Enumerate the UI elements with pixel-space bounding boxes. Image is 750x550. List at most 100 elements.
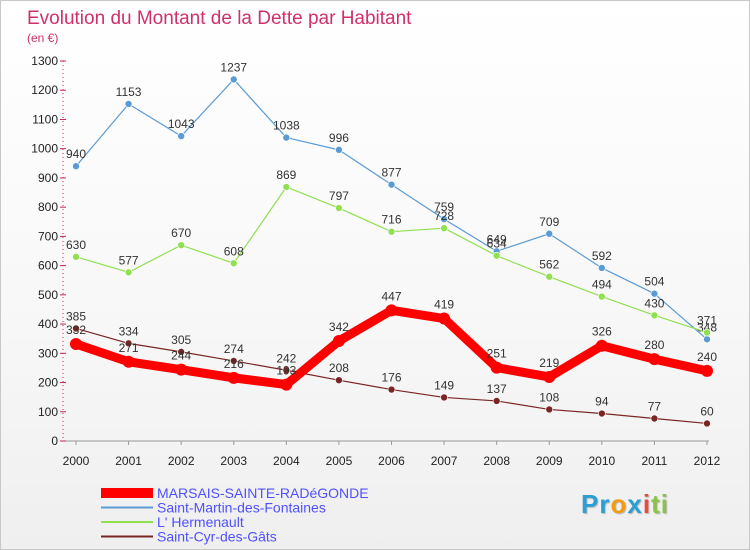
data-point bbox=[492, 251, 501, 260]
chart-title: Evolution du Montant de la Dette par Hab… bbox=[27, 8, 412, 29]
data-label: 176 bbox=[381, 371, 401, 385]
data-point bbox=[177, 241, 185, 249]
data-label: 577 bbox=[119, 253, 139, 267]
x-tick-label: 2004 bbox=[273, 454, 300, 468]
data-point bbox=[492, 397, 501, 405]
data-point bbox=[282, 133, 291, 142]
data-label: 244 bbox=[171, 349, 191, 363]
data-point bbox=[72, 324, 80, 333]
data-point bbox=[650, 289, 659, 298]
logo-letter: i bbox=[660, 489, 669, 519]
series-group: 332 271 244 216 193 342 447 419 251 219 326 280 240 bbox=[66, 289, 717, 391]
data-label: 608 bbox=[224, 244, 244, 258]
data-point bbox=[332, 335, 345, 348]
x-tick-label: 2009 bbox=[536, 454, 563, 468]
data-point bbox=[545, 272, 554, 281]
axes: 0 100 200 300 400 500 600 700 800 900 1000 1100 1200… bbox=[31, 54, 720, 468]
data-label: 108 bbox=[539, 390, 559, 404]
data-point bbox=[650, 311, 659, 320]
x-tick-label: 2007 bbox=[431, 454, 458, 468]
logo-letter: P bbox=[581, 489, 600, 519]
data-label: 1153 bbox=[116, 85, 142, 99]
legend: MARSAIS-SAINTE-RADéGONDESaint-Martin-des… bbox=[101, 485, 369, 545]
x-tick-label: 2012 bbox=[694, 454, 721, 468]
series-layer: 940 1153 1043 1237 1038 996 877 759 649 709 592 504… bbox=[66, 60, 717, 428]
data-label: 419 bbox=[434, 298, 454, 312]
data-label: 385 bbox=[66, 309, 86, 323]
data-label: 494 bbox=[592, 278, 612, 292]
data-label: 208 bbox=[329, 361, 349, 375]
series-group: 385 334 305 274 242 208 176 149 137 108 94 77 60 bbox=[66, 309, 714, 428]
x-tick-label: 2000 bbox=[63, 454, 90, 468]
data-label: 280 bbox=[644, 338, 664, 352]
data-label: 149 bbox=[434, 378, 454, 392]
data-point bbox=[177, 348, 185, 356]
legend-label: L' Hermenault bbox=[157, 514, 244, 530]
data-label: 251 bbox=[487, 347, 507, 361]
data-point bbox=[545, 405, 554, 414]
x-tick-label: 2001 bbox=[115, 454, 142, 468]
data-point bbox=[282, 366, 291, 375]
data-point bbox=[490, 361, 503, 374]
series-group: 940 1153 1043 1237 1038 996 877 759 649 709 592 504… bbox=[66, 60, 717, 344]
y-tick-label: 500 bbox=[38, 288, 58, 302]
x-tick-label: 2006 bbox=[378, 454, 405, 468]
data-label: 869 bbox=[276, 168, 296, 182]
data-point bbox=[598, 292, 606, 301]
data-label: 877 bbox=[381, 166, 401, 180]
data-label: 137 bbox=[487, 382, 507, 396]
data-point bbox=[124, 100, 133, 108]
data-point bbox=[598, 409, 606, 418]
data-label: 305 bbox=[171, 333, 191, 347]
logo-letter: o bbox=[610, 489, 628, 519]
legend-label: Saint-Martin-des-Fontaines bbox=[157, 500, 326, 516]
data-label: 371 bbox=[697, 314, 717, 328]
logo-letter: i bbox=[642, 489, 652, 519]
data-label: 94 bbox=[595, 395, 609, 409]
data-label: 759 bbox=[434, 200, 454, 214]
data-point bbox=[387, 180, 396, 189]
data-label: 728 bbox=[434, 209, 454, 223]
data-point bbox=[440, 215, 448, 223]
logo-letter: t bbox=[651, 489, 661, 519]
data-point bbox=[72, 253, 80, 261]
data-point bbox=[650, 414, 659, 423]
data-point bbox=[387, 385, 396, 394]
data-label: 430 bbox=[644, 296, 664, 310]
data-point bbox=[70, 337, 82, 350]
proxiti-logo: Proxiti bbox=[581, 489, 669, 520]
data-label: 630 bbox=[66, 238, 86, 252]
x-tick-label: 2003 bbox=[220, 454, 247, 468]
data-point bbox=[335, 376, 343, 385]
data-label: 797 bbox=[329, 189, 349, 203]
data-point bbox=[227, 371, 240, 384]
data-label: 709 bbox=[539, 215, 559, 229]
data-label: 240 bbox=[697, 350, 717, 364]
series-group: 630 577 670 608 869 797 716 728 634 562 494 430 371 bbox=[66, 168, 717, 337]
data-point bbox=[335, 204, 343, 212]
data-point bbox=[701, 364, 713, 377]
y-tick-label: 1200 bbox=[31, 83, 58, 97]
data-label: 634 bbox=[487, 237, 507, 251]
data-label: 60 bbox=[700, 404, 714, 418]
data-point bbox=[545, 229, 554, 238]
y-tick-label: 800 bbox=[38, 200, 58, 214]
y-tick-label: 1100 bbox=[32, 112, 58, 126]
data-point bbox=[282, 183, 291, 191]
y-tick-label: 700 bbox=[38, 229, 58, 243]
x-tick-label: 2010 bbox=[588, 454, 615, 468]
data-label: 940 bbox=[66, 147, 86, 161]
legend-label: MARSAIS-SAINTE-RADéGONDE bbox=[157, 485, 369, 501]
data-point bbox=[703, 419, 711, 428]
data-label: 77 bbox=[648, 399, 662, 413]
data-label: 332 bbox=[66, 323, 86, 337]
data-point bbox=[229, 259, 238, 268]
data-point bbox=[598, 264, 606, 272]
data-point bbox=[72, 162, 80, 171]
chart-subtitle: (en €) bbox=[27, 31, 58, 45]
data-label: 996 bbox=[329, 131, 349, 145]
data-point bbox=[122, 355, 135, 368]
data-point bbox=[648, 353, 661, 366]
data-label: 271 bbox=[119, 341, 139, 355]
